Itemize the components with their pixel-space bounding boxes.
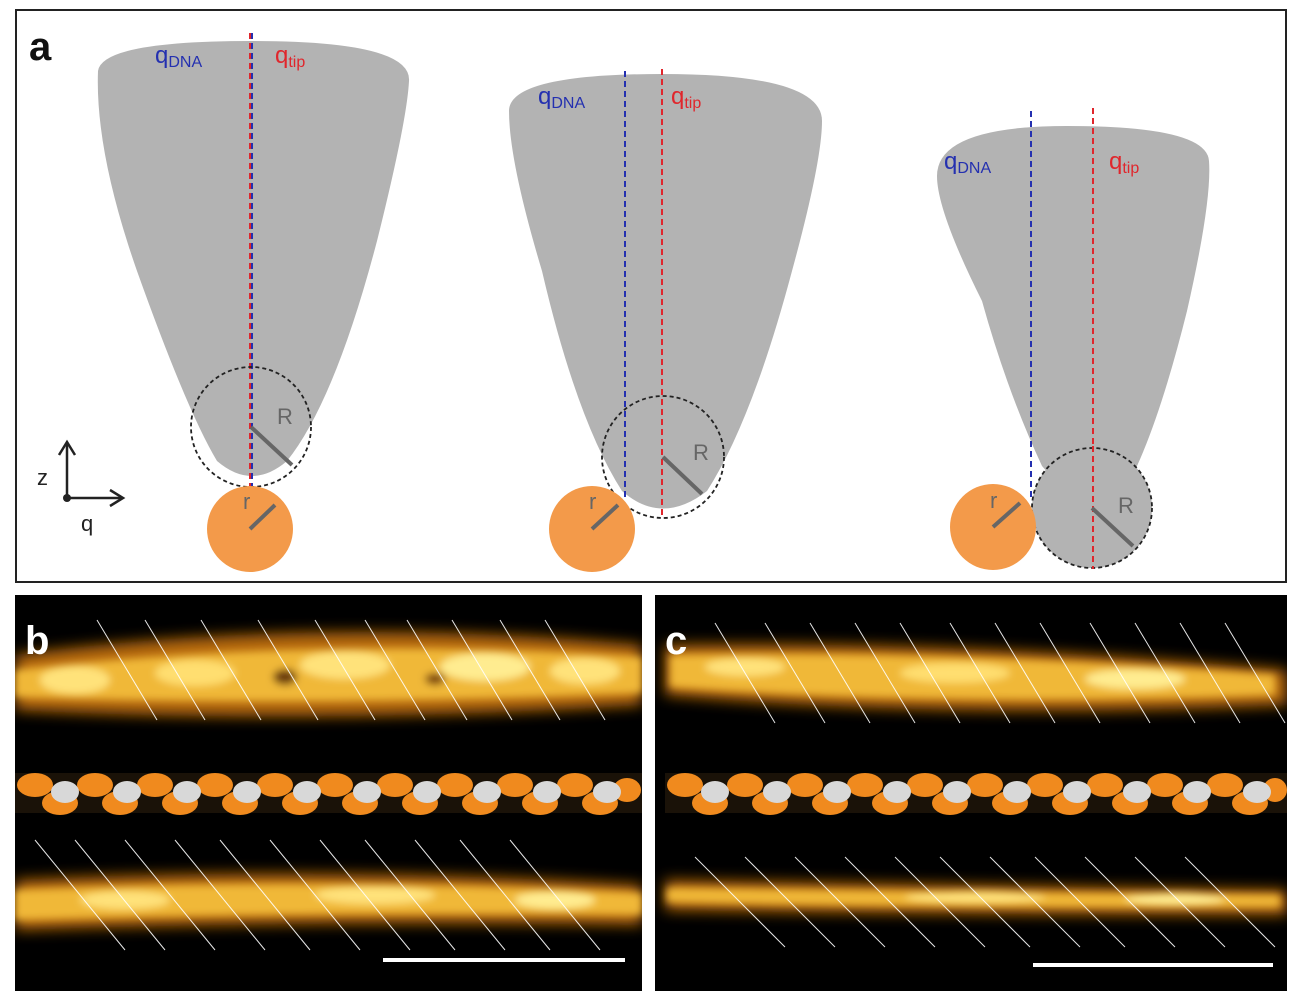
svg-text:r: r	[990, 488, 997, 513]
svg-text:qDNA: qDNA	[944, 148, 991, 177]
svg-text:R: R	[1118, 493, 1134, 518]
svg-text:r: r	[589, 489, 596, 514]
svg-text:qtip: qtip	[671, 83, 701, 112]
labels: qDNA qtip qDNA qtip qDNA qtip R R R r r …	[155, 42, 1139, 518]
tip-schematic: qDNA qtip qDNA qtip qDNA qtip R R R r r …	[37, 33, 1210, 572]
tip-1	[97, 33, 410, 572]
svg-text:qDNA: qDNA	[538, 83, 585, 112]
scale-bar-b	[383, 958, 625, 962]
panel-b: b	[15, 595, 642, 991]
guide-lines-c	[694, 622, 1286, 948]
panel-a-letter: a	[29, 25, 52, 69]
guide-lines-b	[34, 619, 606, 951]
panel-c-letter: c	[665, 619, 688, 663]
svg-text:z: z	[37, 465, 48, 490]
svg-text:qtip: qtip	[1109, 148, 1139, 177]
afm-image-b	[15, 619, 642, 962]
svg-text:qDNA: qDNA	[155, 42, 202, 71]
scale-bar-c	[1033, 963, 1273, 967]
dna-model-c	[665, 773, 1287, 815]
svg-text:q: q	[81, 511, 93, 536]
panel-a: a	[15, 9, 1287, 583]
afm-image-c	[665, 622, 1287, 967]
svg-text:qtip: qtip	[275, 42, 305, 71]
tip-3	[937, 108, 1210, 570]
axes-indicator: z q	[37, 439, 126, 536]
svg-text:r: r	[243, 489, 250, 514]
tip-2	[509, 69, 822, 572]
panel-c: c	[655, 595, 1287, 991]
svg-text:R: R	[693, 440, 709, 465]
svg-text:R: R	[277, 404, 293, 429]
panel-b-letter: b	[25, 619, 50, 663]
dna-model-b	[15, 773, 642, 815]
